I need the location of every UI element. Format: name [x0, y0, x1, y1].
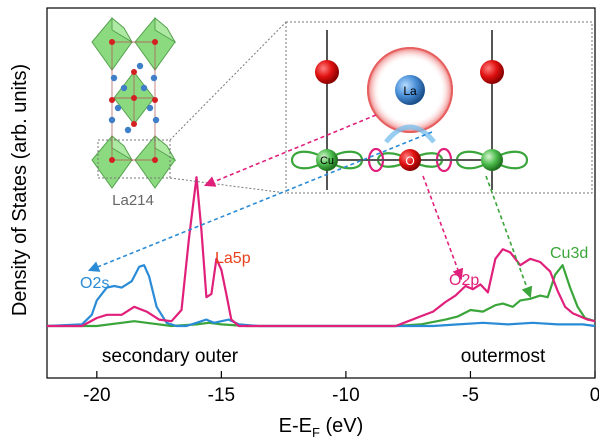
apical-o-left: [315, 60, 339, 84]
zoom-line-bottom: [169, 177, 287, 194]
crystal-structure-inset: La214: [91, 16, 177, 209]
arrow-cu-to-cu3d: [485, 175, 533, 299]
region-label-outermost: outermost: [461, 346, 546, 367]
arrow-la-to-la5p: [203, 114, 377, 187]
y-axis-label: Density of States (arb. units): [9, 64, 31, 316]
series-label-o2p: O2p: [449, 272, 479, 289]
cuo2-plane-inset: La Cu O: [285, 21, 593, 194]
x-axis-label-unit: (eV): [320, 415, 363, 437]
cu-atom-right: [481, 149, 503, 171]
plot-frame: [46, 7, 596, 379]
inset-selection-box: [97, 139, 171, 179]
apical-o-right: [480, 60, 504, 84]
la-halo-ring: [367, 47, 453, 133]
x-tick-label: -10: [332, 385, 359, 406]
x-tick-label: 0: [590, 385, 599, 406]
la-atoms: [108, 62, 160, 134]
series-line-la5p: [47, 176, 396, 328]
x-tick-label: -5: [462, 385, 479, 406]
x-axis-label-sub: F: [312, 425, 320, 440]
zoom-line-top: [169, 21, 287, 141]
x-tick-label: -15: [208, 385, 235, 406]
x-axis-ticks: -20 -15 -10 -5 0: [83, 371, 599, 406]
series-label-la5p: La5p: [215, 250, 251, 267]
inset-label-la214: La214: [112, 192, 154, 209]
series-label-o2s: O2s: [80, 275, 109, 292]
x-axis-label-main: E-E: [279, 415, 312, 437]
x-tick-label: -20: [83, 385, 110, 406]
o-atom-label: O: [405, 154, 414, 168]
cu-atom-label: Cu: [320, 155, 334, 167]
series-line-o2s: [46, 264, 596, 328]
dos-curves: [46, 176, 596, 328]
la-atom-label: La: [403, 84, 417, 98]
region-label-secondary-outer: secondary outer: [102, 346, 239, 367]
arrow-o-to-o2s: [87, 131, 433, 272]
o-atoms: [109, 39, 158, 163]
o-atom-center: [399, 149, 421, 171]
series-line-o2p: [395, 248, 596, 328]
la-atom: [395, 75, 425, 105]
series-line-cu3d: [47, 264, 596, 328]
cu-atom-left: [316, 149, 338, 171]
octahedra: [91, 16, 177, 189]
o2s-lobe: [384, 124, 436, 144]
series-label-cu3d: Cu3d: [550, 245, 588, 262]
x-axis-label: E-EF (eV): [279, 415, 364, 440]
